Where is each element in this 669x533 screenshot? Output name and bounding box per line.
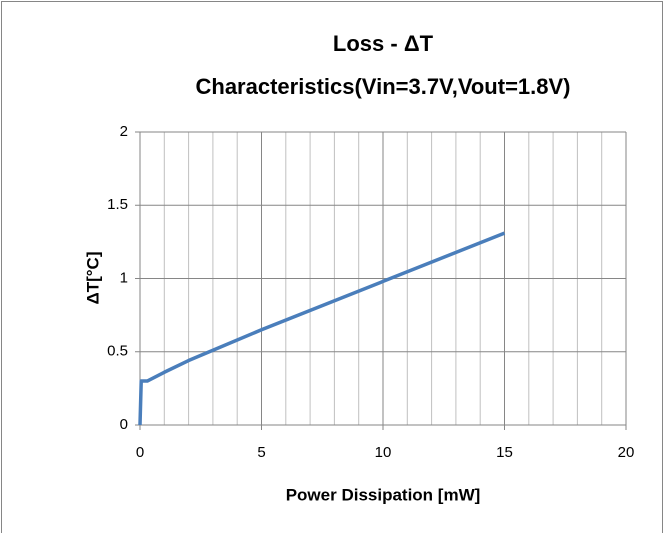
y-tick-label: 1.5: [107, 196, 128, 213]
y-axis-label: ΔT[°C]: [83, 251, 102, 304]
chart-title: Characteristics(Vin=3.7V,Vout=1.8V): [196, 74, 571, 99]
y-tick-label: 1: [120, 269, 128, 286]
y-tick-label: 2: [120, 123, 128, 140]
chart-title: Loss - ΔT: [333, 31, 434, 56]
x-tick-label: 0: [136, 444, 144, 461]
x-tick-label: 20: [618, 444, 635, 461]
x-tick-label: 10: [375, 444, 392, 461]
x-axis-label: Power Dissipation [mW]: [286, 485, 481, 504]
y-tick-label: 0: [120, 416, 128, 433]
x-tick-label: 5: [257, 444, 265, 461]
x-tick-label: 15: [496, 444, 513, 461]
data-line: [138, 231, 506, 426]
y-tick-label: 0.5: [107, 343, 128, 360]
